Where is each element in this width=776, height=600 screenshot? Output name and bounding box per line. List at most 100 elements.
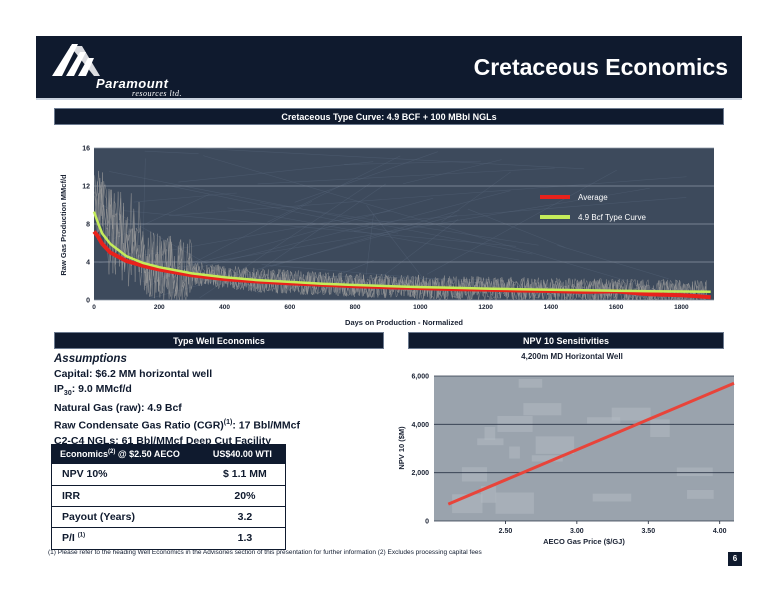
background-texture-line [267,155,401,223]
x-tick-label: 1000 [413,304,428,311]
x-tick-label: 400 [219,304,230,311]
x-tick-label: 200 [154,304,165,311]
background-texture-line [133,192,237,203]
row-value: 20% [204,485,285,507]
x-tick-label: 1400 [544,304,559,311]
background-texture-block [611,407,651,421]
background-texture-line [294,151,438,203]
background-texture-block [484,426,496,440]
x-axis-label: AECO Gas Price ($/GJ) [543,537,625,546]
background-texture-block [480,486,497,503]
background-texture-line [189,197,434,266]
x-tick-label: 2.50 [499,528,513,535]
economics-table: Economics(2) @ $2.50 AECO US$40.00 WTI N… [52,444,285,548]
mountain-logo-icon [52,44,100,76]
y-tick-label: 8 [86,222,90,229]
x-tick-label: 3.50 [641,528,655,535]
slide: Paramount resources ltd. Cretaceous Econ… [36,36,742,566]
background-texture-line [144,150,199,154]
assumption-natural-gas: Natural Gas (raw): 4.9 Bcf [54,402,182,415]
economics-header-left: Economics(2) @ $2.50 AECO [52,444,205,464]
background-texture-block [687,489,714,499]
row-value: 3.2 [204,506,285,528]
background-texture-block [592,493,632,502]
pi-label: P/I [62,531,78,544]
type-curve-chart: 0 4 8 12 16 0 200 400 600 800 1000 1200 1400 1600 1800… [59,146,714,327]
x-tick-label: 0 [92,304,96,311]
table-row: P/I (1) 1.3 [52,527,285,548]
y-tick-label: 0 [86,298,90,305]
background-texture-line [426,169,617,275]
assumption-cgr: Raw Condensate Gas Ratio (CGR)(1): 17 Bb… [54,416,300,433]
ip-value: : 9.0 MMcf/d [71,382,132,395]
background-texture-block [518,378,543,388]
row-value: $ 1.1 MM [204,464,285,486]
background-texture-line [441,171,511,223]
background-texture-block [495,492,534,514]
background-texture-line [467,208,565,248]
economics-header-right: US$40.00 WTI [204,444,285,464]
y-tick-label: 12 [82,184,90,191]
npv-sensitivity-chart: 4,200m MD Horizontal Well 0 2,000 4,000 6,0… [397,352,735,546]
cgr-value: : 17 Bbl/MMcf [232,419,301,432]
background-texture-line [365,214,374,276]
page-number: 6 [728,552,742,566]
y-tick-label: 6,000 [411,374,429,381]
background-texture-block [531,455,563,462]
background-texture-block [509,446,520,459]
type-curve-banner: Cretaceous Type Curve: 4.9 BCF + 100 MBb… [54,108,724,125]
chart-legend: Average 4.9 Bcf Type Curve [540,193,646,222]
footnote: (1) Please refer to the heading Well Eco… [48,549,482,556]
cgr-label: Raw Condensate Gas Ratio (CGR) [54,419,224,432]
individual-well-trace [94,184,708,301]
assumption-ngls: C2-C4 NGLs: 61 Bbl/MMcf Deep Cut Facilit… [54,434,272,447]
background-texture-line [123,210,517,247]
background-texture-block [535,436,575,454]
y-axis-label: NPV 10 ($M) [397,426,406,470]
npv-sensitivities-banner: NPV 10 Sensitivities [408,332,724,349]
header-bar: Paramount resources ltd. Cretaceous Econ… [36,36,742,98]
background-texture-line [165,184,399,234]
background-texture-block [477,438,504,446]
chart-title: 4,200m MD Horizontal Well [521,352,623,361]
background-texture-line [366,205,429,286]
series-type-curve-line [92,211,711,294]
background-texture-line [196,147,585,170]
x-tick-label: 3.00 [570,528,584,535]
company-logo: Paramount resources ltd. [48,40,198,98]
background-texture-line [241,183,387,283]
background-texture-line [376,219,459,281]
background-texture-line [112,193,210,240]
y-tick-label: 2,000 [411,470,429,477]
table-row: NPV 10% $ 1.1 MM [52,464,285,486]
background-texture-line [227,207,520,261]
x-tick-label: 1800 [674,304,689,311]
row-label: P/I (1) [52,527,205,548]
x-tick-label: 600 [284,304,295,311]
y-tick-label: 0 [425,519,429,526]
x-tick-label: 4.00 [713,528,727,535]
economics-table-header: Economics(2) @ $2.50 AECO US$40.00 WTI [52,444,285,464]
x-axis-label: Days on Production - Normalized [345,318,463,327]
logo-wordmark: Paramount [96,76,169,91]
background-texture-line [178,161,374,183]
row-value: 1.3 [237,531,253,544]
row-label: Payout (Years) [52,506,205,528]
assumptions-title: Assumptions [54,353,127,365]
x-tick-label: 1600 [609,304,624,311]
legend-label-type-curve: 4.9 Bcf Type Curve [578,213,646,222]
background-texture-block [676,467,713,477]
row-label: NPV 10% [52,464,205,486]
row-label: IRR [52,485,205,507]
econ-header-price: @ $2.50 AECO [115,449,180,459]
assumptions-block: Assumptions Capital: $6.2 MM horizontal … [54,352,300,448]
background-texture-block [523,403,562,416]
table-row: Payout (Years) 3.2 [52,506,285,528]
y-axis-label: Raw Gas Production MMcf/d [59,174,68,276]
cgr-superscript: (1) [223,419,233,427]
assumption-ip30: IP30: 9.0 MMcf/d [54,382,300,402]
econ-header-sup: (2) [108,449,116,455]
type-well-economics-banner: Type Well Economics [54,332,384,349]
header-divider [36,98,742,100]
background-texture-line [143,200,313,290]
